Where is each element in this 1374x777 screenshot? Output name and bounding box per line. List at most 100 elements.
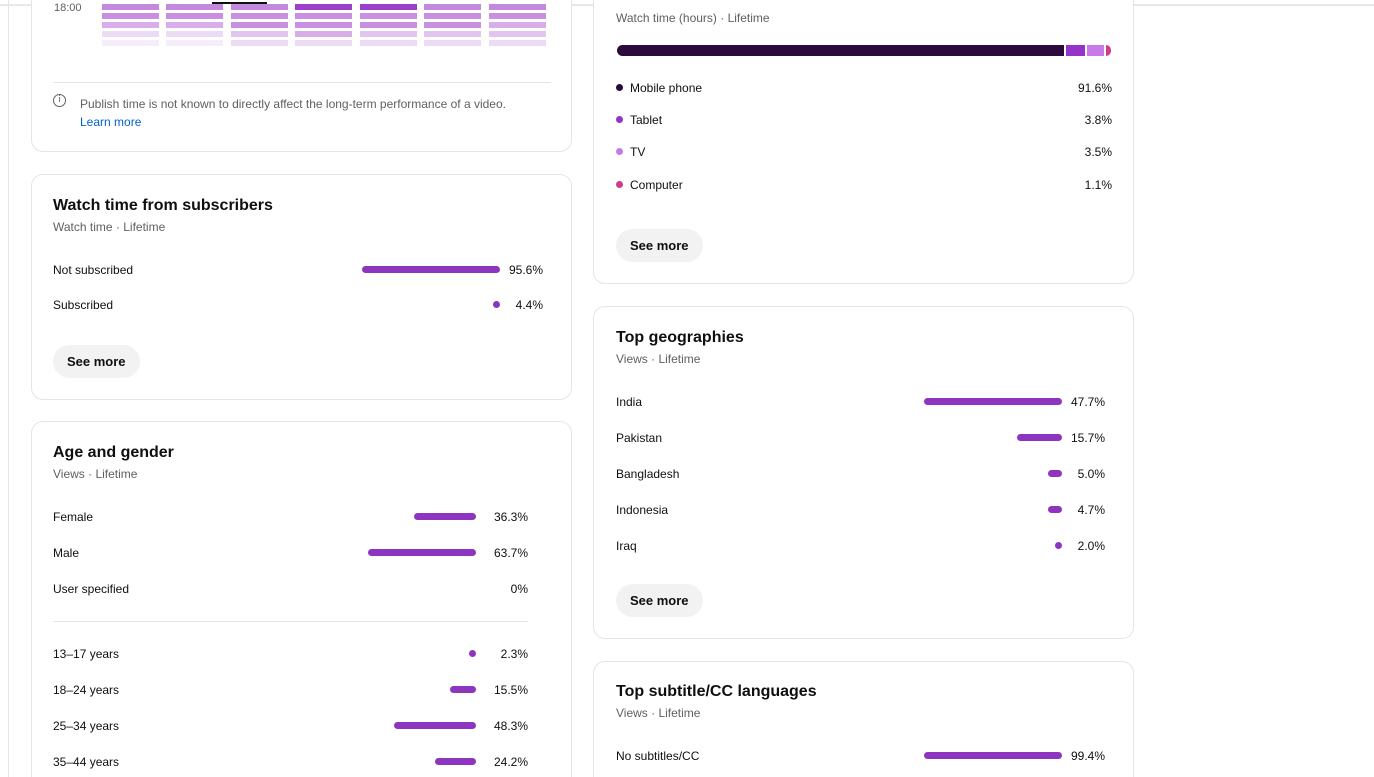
heatmap-cell[interactable]: [489, 31, 546, 37]
gender-row-value: 36.3%: [493, 510, 528, 524]
heatmap-cell[interactable]: [489, 13, 546, 19]
geographies-card: [593, 306, 1134, 639]
heatmap-cell[interactable]: [231, 22, 288, 28]
heatmap-cell[interactable]: [489, 40, 546, 46]
geography-row-label: Indonesia: [616, 503, 669, 517]
info-icon: i: [53, 94, 66, 107]
age-row-label: 13–17 years: [53, 647, 120, 661]
heatmap-cell[interactable]: [166, 40, 223, 46]
heatmap-cell[interactable]: [166, 13, 223, 19]
learn-more-link[interactable]: Learn more: [80, 115, 142, 129]
device-legend-label: Computer: [630, 178, 683, 192]
heatmap-cell[interactable]: [166, 4, 223, 10]
device-legend-item: TV 3.5%: [616, 143, 1112, 161]
device-type-stacked-bar: [617, 45, 1111, 56]
heatmap-cell[interactable]: [424, 13, 481, 19]
heatmap-cell[interactable]: [102, 4, 159, 10]
geography-row-label: Bangladesh: [616, 467, 680, 481]
subtitle-language-row-bar: [924, 752, 1062, 759]
gender-row: Female 36.3%: [53, 507, 528, 527]
gender-row-bar: [414, 513, 476, 520]
heatmap-cell[interactable]: [489, 22, 546, 28]
heatmap-cell[interactable]: [166, 31, 223, 37]
subscriber-row-bar: [362, 266, 500, 273]
device-segment-computer[interactable]: [1106, 45, 1111, 56]
heatmap-cell[interactable]: [295, 4, 352, 10]
publish-time-info-text: Publish time is not known to directly af…: [80, 95, 540, 131]
geographies-see-more-button[interactable]: See more: [616, 584, 703, 617]
geography-row-value: 4.7%: [1077, 503, 1105, 517]
legend-dot-icon: [616, 148, 623, 155]
age-row: 13–17 years 2.3%: [53, 644, 528, 664]
device-legend-label: TV: [630, 145, 646, 159]
heatmap-cell[interactable]: [424, 40, 481, 46]
heatmap-cell[interactable]: [424, 4, 481, 10]
heatmap-selected-marker: [212, 2, 267, 4]
device-legend-label: Tablet: [630, 113, 663, 127]
heatmap-cell[interactable]: [360, 13, 417, 19]
geography-row-bar: [924, 398, 1062, 405]
geography-row-bar: [1048, 506, 1062, 513]
age-row-label: 18–24 years: [53, 683, 120, 697]
heatmap-cell[interactable]: [360, 31, 417, 37]
subtitle-language-row: No subtitles/CC 99.4%: [616, 746, 1105, 766]
geography-row-label: Pakistan: [616, 431, 663, 445]
age-gender-divider: [53, 621, 528, 622]
age-row-bar: [394, 722, 476, 729]
age-row-value: 15.5%: [493, 683, 528, 697]
device-legend-value: 1.1%: [1084, 178, 1112, 192]
gender-row-bar: [368, 549, 476, 556]
geography-row-bar: [1048, 470, 1062, 477]
device-legend-item: Computer 1.1%: [616, 176, 1112, 194]
geographies-subtitle: Views · Lifetime: [616, 352, 701, 366]
subscribers-title: Watch time from subscribers: [53, 197, 273, 214]
gender-row-value: 0%: [510, 582, 528, 596]
heatmap-cell[interactable]: [231, 13, 288, 19]
heatmap-cell[interactable]: [295, 22, 352, 28]
heatmap-cell[interactable]: [295, 40, 352, 46]
device-legend-item: Mobile phone 91.6%: [616, 79, 1112, 97]
subscriber-row-bar: [493, 301, 500, 308]
heatmap-cell[interactable]: [424, 22, 481, 28]
heatmap-cell[interactable]: [424, 31, 481, 37]
heatmap-cell[interactable]: [360, 22, 417, 28]
device-segment-tablet[interactable]: [1066, 45, 1085, 56]
subscribers-see-more-button[interactable]: See more: [53, 345, 140, 378]
subscriber-row: Subscribed 4.4%: [53, 295, 543, 315]
heatmap-cell[interactable]: [166, 22, 223, 28]
age-row: 25–34 years 48.3%: [53, 716, 528, 736]
heatmap-cell[interactable]: [102, 22, 159, 28]
geography-row: Pakistan 15.7%: [616, 428, 1105, 448]
subscriber-row-value: 95.6%: [508, 263, 543, 277]
heatmap-cell[interactable]: [231, 31, 288, 37]
age-row-bar: [450, 686, 476, 693]
age-row-value: 2.3%: [500, 647, 528, 661]
subscriber-row-label: Not subscribed: [53, 263, 134, 277]
heatmap-cell[interactable]: [295, 13, 352, 19]
subscriber-row-label: Subscribed: [53, 298, 114, 312]
heatmap-cell[interactable]: [295, 31, 352, 37]
subscriber-row: Not subscribed 95.6%: [53, 260, 543, 280]
page-left-border: [8, 0, 9, 777]
heatmap-cell[interactable]: [360, 4, 417, 10]
gender-row-label: Male: [53, 546, 80, 560]
heatmap-cell[interactable]: [102, 31, 159, 37]
heatmap-cell[interactable]: [360, 40, 417, 46]
geography-row: India 47.7%: [616, 392, 1105, 412]
heatmap-cell[interactable]: [489, 4, 546, 10]
age-gender-subtitle: Views · Lifetime: [53, 467, 138, 481]
heatmap-cell[interactable]: [102, 13, 159, 19]
device-segment-mobile[interactable]: [617, 45, 1064, 56]
age-row-value: 24.2%: [493, 755, 528, 769]
time-axis-label: 18:00: [54, 2, 82, 14]
geography-row-label: Iraq: [616, 539, 637, 553]
heatmap-cell[interactable]: [231, 4, 288, 10]
device-segment-tv[interactable]: [1087, 45, 1104, 56]
legend-dot-icon: [616, 116, 623, 123]
device-see-more-button[interactable]: See more: [616, 229, 703, 262]
age-row: 35–44 years 24.2%: [53, 752, 528, 772]
heatmap-cell[interactable]: [231, 40, 288, 46]
age-gender-title: Age and gender: [53, 444, 174, 461]
heatmap-cell[interactable]: [102, 40, 159, 46]
geography-row-value: 5.0%: [1077, 467, 1105, 481]
